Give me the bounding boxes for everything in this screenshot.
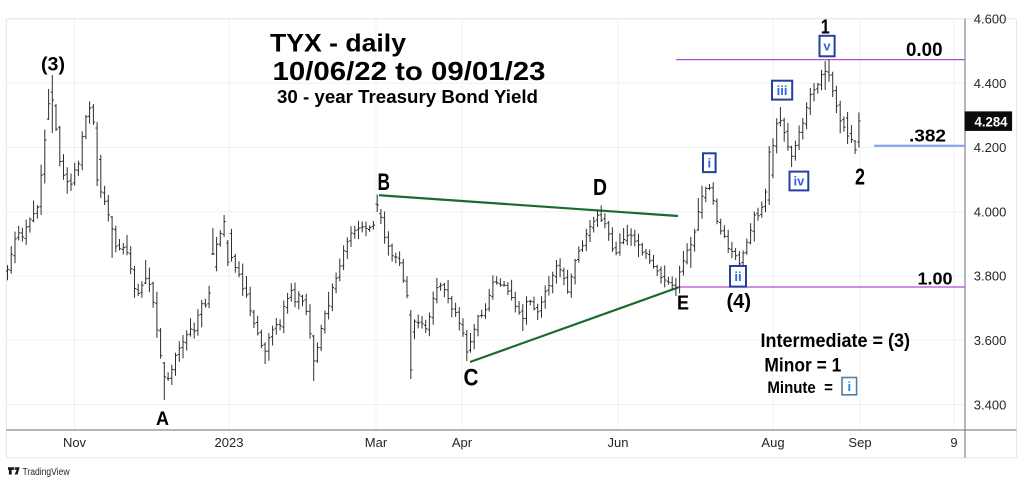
svg-text:i: i: [707, 155, 711, 170]
svg-text:D: D: [593, 174, 607, 200]
svg-text:iii: iii: [777, 83, 788, 98]
svg-text:TradingView: TradingView: [23, 466, 70, 478]
svg-text:Jun: Jun: [608, 435, 629, 450]
svg-text:v: v: [823, 39, 831, 54]
svg-text:2: 2: [855, 164, 865, 190]
svg-text:ii: ii: [734, 269, 741, 284]
svg-text:1: 1: [821, 16, 830, 38]
svg-text:Nov: Nov: [63, 435, 87, 450]
svg-text:(4): (4): [727, 291, 752, 313]
svg-text:2023: 2023: [215, 435, 244, 450]
svg-text:3.400: 3.400: [974, 397, 1007, 412]
svg-text:A: A: [156, 409, 169, 430]
svg-text:1.00: 1.00: [918, 269, 953, 289]
svg-text:Sep: Sep: [848, 435, 871, 450]
svg-text:Apr: Apr: [452, 435, 473, 450]
svg-text:3.800: 3.800: [974, 269, 1007, 284]
svg-text:Aug: Aug: [761, 435, 784, 450]
svg-text:3.600: 3.600: [974, 333, 1007, 348]
svg-text:TYX - daily: TYX - daily: [270, 30, 406, 58]
svg-text:4.200: 4.200: [974, 140, 1007, 155]
svg-text:4.600: 4.600: [974, 12, 1007, 27]
svg-text:iv: iv: [793, 174, 805, 189]
svg-text:Mar: Mar: [365, 435, 388, 450]
svg-text:30 - year Treasury Bond Yield: 30 - year Treasury Bond Yield: [277, 87, 538, 107]
svg-text:(3): (3): [41, 55, 65, 76]
svg-text:Intermediate = (3): Intermediate = (3): [761, 331, 911, 352]
svg-text:4.000: 4.000: [974, 204, 1007, 219]
svg-text:0.00: 0.00: [906, 39, 943, 61]
svg-text:10/06/22 to 09/01/23: 10/06/22 to 09/01/23: [273, 56, 546, 86]
svg-text:9: 9: [950, 435, 957, 450]
svg-text:E: E: [677, 293, 689, 315]
svg-text:Minute =: Minute =: [767, 379, 833, 397]
svg-text:Minor = 1: Minor = 1: [764, 355, 841, 377]
svg-text:4.400: 4.400: [974, 76, 1007, 91]
svg-text:B: B: [378, 169, 391, 196]
svg-text:C: C: [464, 365, 479, 392]
svg-text:.382: .382: [909, 126, 946, 146]
svg-text:i: i: [847, 379, 851, 394]
svg-text:4.284: 4.284: [975, 114, 1008, 129]
